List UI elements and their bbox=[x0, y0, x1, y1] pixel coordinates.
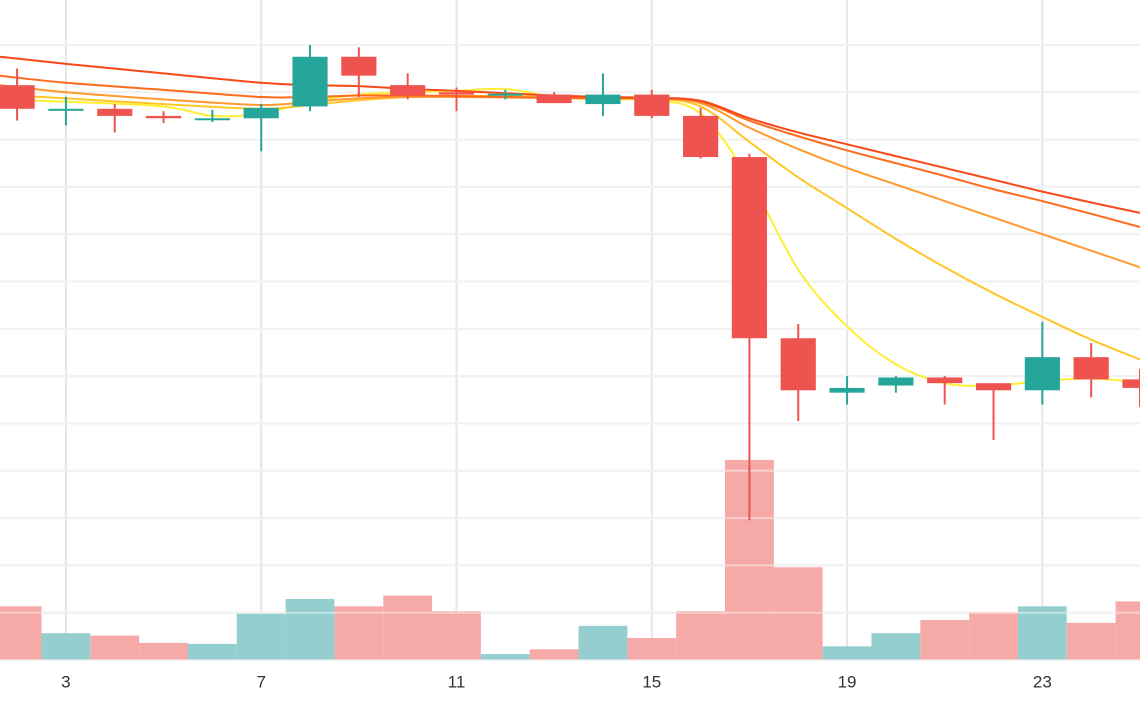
x-tick-label: 19 bbox=[838, 672, 857, 691]
volume-bar bbox=[1115, 601, 1140, 660]
volume-bar bbox=[969, 612, 1018, 660]
candle bbox=[927, 376, 963, 405]
candle-body bbox=[292, 56, 328, 107]
volume-bar bbox=[676, 611, 726, 660]
candle bbox=[97, 104, 133, 133]
moving-average-line bbox=[0, 93, 1140, 361]
candle-body bbox=[0, 85, 35, 109]
candle bbox=[145, 111, 182, 123]
candle-body bbox=[341, 56, 377, 76]
candle-body bbox=[97, 108, 133, 116]
candle-body bbox=[1122, 379, 1140, 388]
moving-average-line bbox=[0, 84, 1140, 269]
candle-body bbox=[829, 387, 865, 393]
x-axis: 3 7 11 15 19 23 bbox=[61, 672, 1052, 691]
candle bbox=[585, 73, 621, 116]
candle bbox=[0, 68, 35, 121]
candle-body bbox=[731, 157, 767, 339]
x-tick-label: 11 bbox=[448, 672, 466, 691]
candle-body bbox=[780, 338, 816, 391]
x-tick-label: 3 bbox=[61, 672, 70, 691]
candle-body bbox=[48, 108, 84, 111]
volume-bar bbox=[90, 635, 140, 660]
moving-average-lines bbox=[0, 55, 1140, 387]
candle-body bbox=[975, 383, 1012, 391]
volume-bar bbox=[1017, 606, 1067, 660]
moving-average-line bbox=[0, 87, 1140, 387]
candle-body bbox=[390, 85, 426, 96]
volume-bar bbox=[187, 643, 237, 660]
volume-bar bbox=[627, 638, 677, 660]
volume-bar bbox=[871, 633, 921, 660]
candle-body bbox=[243, 107, 279, 119]
grid-lines-overlay bbox=[0, 44, 1140, 661]
candle-body bbox=[487, 93, 523, 96]
x-tick-label: 23 bbox=[1033, 672, 1052, 691]
volume-bar bbox=[0, 606, 42, 660]
x-tick-label: 15 bbox=[642, 672, 661, 691]
volume-bar bbox=[236, 613, 286, 660]
volume-bar bbox=[432, 611, 481, 660]
volume-bar bbox=[480, 654, 530, 660]
volume-bar bbox=[1066, 622, 1116, 660]
candle bbox=[731, 153, 767, 521]
volume-bar bbox=[139, 642, 188, 660]
candle bbox=[48, 96, 84, 126]
candle bbox=[1073, 342, 1109, 398]
candle bbox=[341, 47, 377, 97]
candle-body bbox=[1073, 357, 1109, 380]
volume-bar bbox=[285, 598, 335, 660]
candle-body bbox=[927, 377, 963, 384]
volume-bar bbox=[773, 567, 823, 660]
candle bbox=[683, 107, 719, 159]
candle-body bbox=[438, 92, 475, 95]
candle bbox=[292, 44, 328, 112]
volume-bars bbox=[0, 459, 1140, 660]
candle bbox=[829, 376, 865, 405]
candle-body bbox=[878, 377, 914, 386]
volume-bar bbox=[41, 633, 91, 660]
candle-body bbox=[536, 94, 572, 104]
candle-body bbox=[194, 118, 230, 121]
candle-body bbox=[1024, 357, 1060, 391]
candle-body bbox=[683, 115, 719, 158]
moving-average-line bbox=[0, 55, 1140, 214]
candle bbox=[438, 87, 475, 112]
volume-bar bbox=[822, 646, 872, 660]
candle bbox=[975, 383, 1012, 440]
x-tick-label: 7 bbox=[256, 672, 265, 691]
candle bbox=[1024, 321, 1060, 405]
candle bbox=[487, 89, 523, 100]
volume-bar bbox=[920, 619, 970, 660]
candle bbox=[536, 92, 572, 104]
candle-body bbox=[585, 94, 621, 105]
candle bbox=[878, 376, 914, 393]
candle bbox=[194, 109, 230, 123]
candles bbox=[0, 44, 1140, 521]
candle bbox=[1122, 369, 1140, 407]
candle bbox=[780, 324, 816, 422]
volume-bar bbox=[334, 606, 384, 660]
candle bbox=[634, 89, 670, 119]
volume-bar bbox=[383, 595, 433, 660]
candle bbox=[243, 104, 279, 152]
candle-body bbox=[145, 115, 182, 119]
candle bbox=[390, 73, 426, 100]
volume-bar bbox=[578, 625, 628, 660]
volume-bar bbox=[529, 649, 579, 660]
candle-body bbox=[634, 94, 670, 116]
